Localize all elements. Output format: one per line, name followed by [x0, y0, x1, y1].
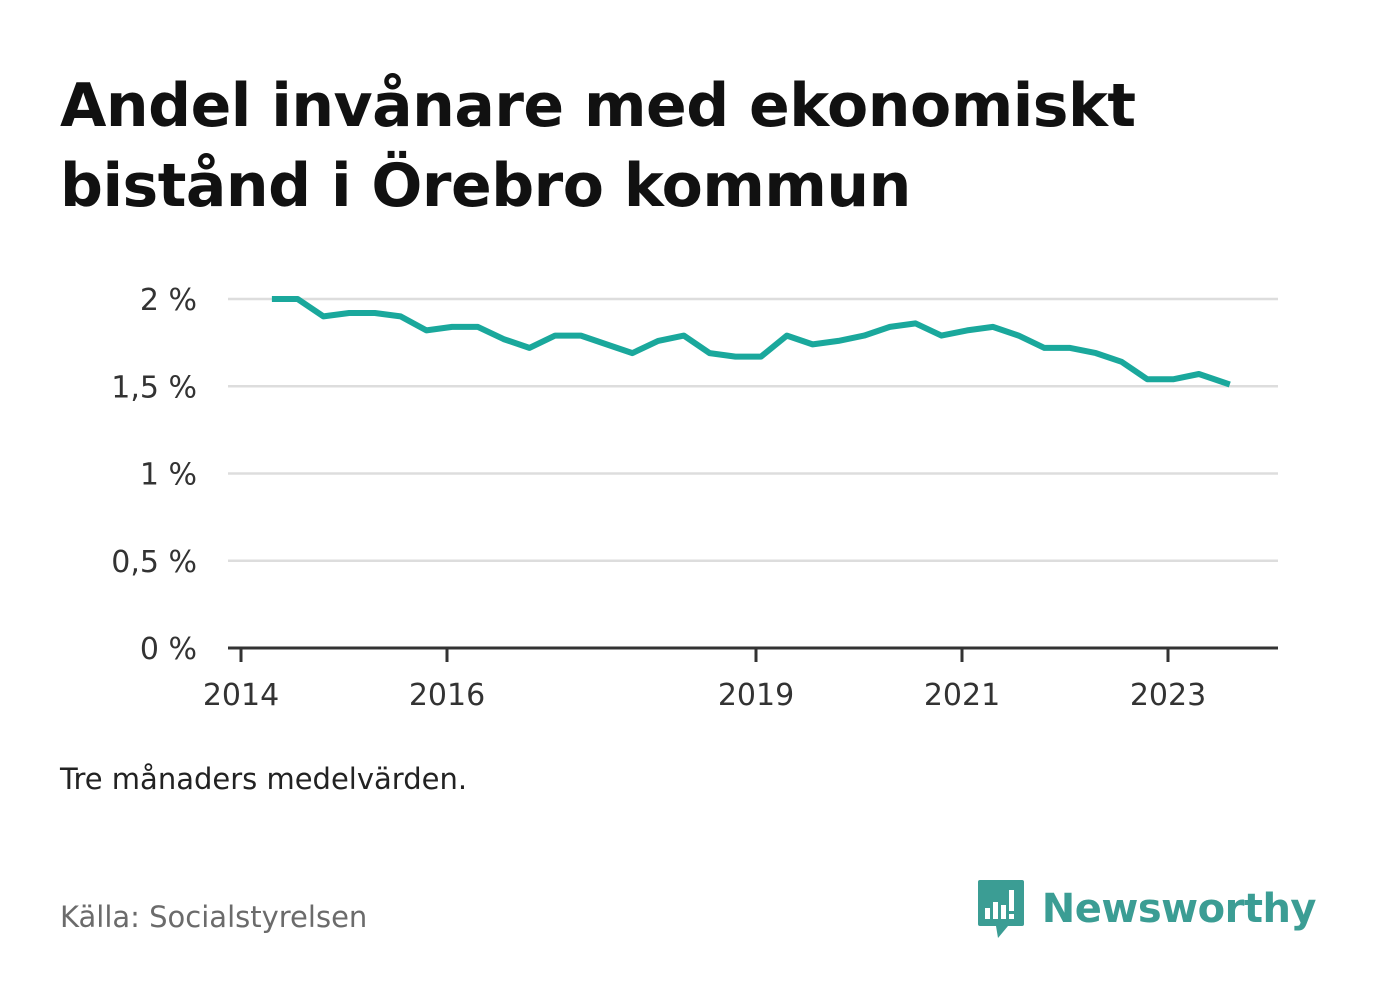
- y-axis-ticks: 0 % 0,5 % 1 % 1,5 % 2 %: [111, 283, 197, 667]
- x-tick-label: 2019: [718, 678, 794, 713]
- x-tick-label: 2023: [1130, 678, 1206, 713]
- x-tick-label: 2016: [409, 678, 485, 713]
- y-tick-label: 0 %: [140, 632, 197, 667]
- newsworthy-logo-icon: [977, 880, 1024, 938]
- chart-note: Tre månaders medelvärden.: [60, 762, 468, 796]
- y-tick-label: 0,5 %: [111, 545, 197, 580]
- gridlines: [228, 297, 1278, 562]
- y-tick-label: 2 %: [140, 283, 197, 318]
- x-tick-label: 2014: [203, 678, 279, 713]
- x-axis: 2014 2016 2019 2021 2023: [203, 646, 1278, 713]
- line-chart: 0 % 0,5 % 1 % 1,5 % 2 % 2014 2016 2019 2021 2023: [111, 283, 1278, 713]
- chart-title: Andel invånare med ekonomiskt bistånd i …: [60, 71, 1136, 221]
- source-label: Källa: Socialstyrelsen: [60, 900, 368, 934]
- x-tick-label: 2021: [924, 678, 1000, 713]
- y-tick-label: 1,5 %: [111, 370, 197, 405]
- series-layer: [271, 296, 1231, 388]
- y-tick-label: 1 %: [140, 458, 197, 493]
- series-line: [271, 296, 1231, 388]
- brand-logo: Newsworthy: [976, 878, 1317, 940]
- brand-name: Newsworthy: [1041, 886, 1317, 932]
